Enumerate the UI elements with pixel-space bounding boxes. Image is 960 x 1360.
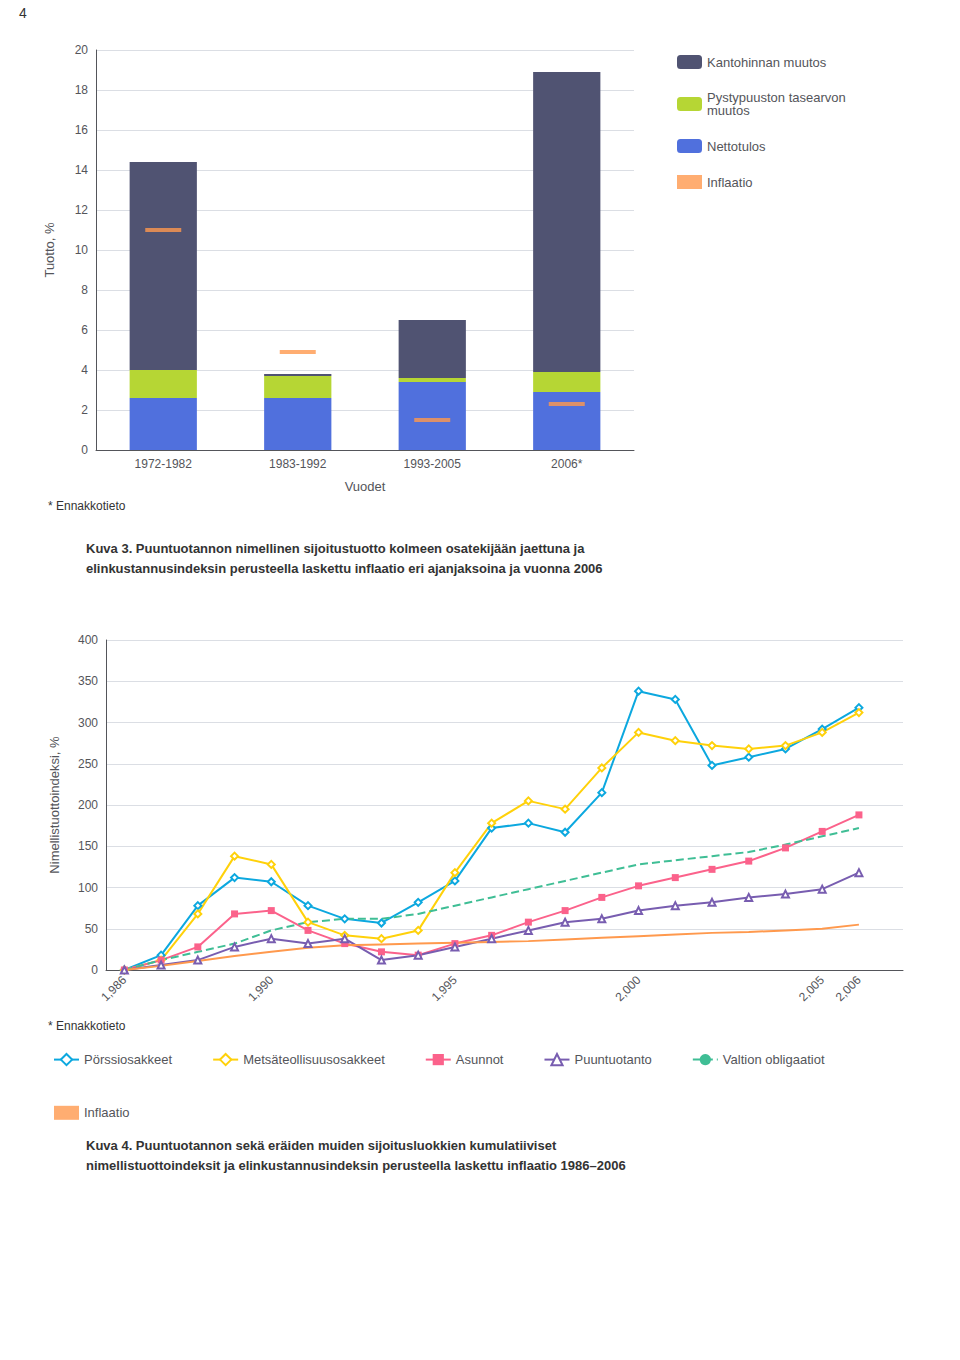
svg-text:Vuodet: Vuodet <box>345 479 386 494</box>
svg-text:Asunnot: Asunnot <box>456 1052 504 1067</box>
svg-text:16: 16 <box>75 123 89 137</box>
svg-text:0: 0 <box>81 443 88 457</box>
svg-text:150: 150 <box>78 839 98 853</box>
svg-text:Pörssiosakkeet: Pörssiosakkeet <box>84 1052 173 1067</box>
svg-text:1993-2005: 1993-2005 <box>404 457 462 471</box>
svg-text:elinkustannusindeksin perustee: elinkustannusindeksin perusteella lasket… <box>86 561 603 576</box>
svg-text:14: 14 <box>75 163 89 177</box>
svg-text:1983-1992: 1983-1992 <box>269 457 327 471</box>
svg-text:20: 20 <box>75 43 89 57</box>
svg-text:Kantohinnan muutos: Kantohinnan muutos <box>707 55 827 70</box>
svg-text:250: 250 <box>78 757 98 771</box>
svg-text:Kuva 3. Puuntuotannon nimellin: Kuva 3. Puuntuotannon nimellinen sijoitu… <box>86 541 585 556</box>
svg-text:nimellistuottoindeksit ja elin: nimellistuottoindeksit ja elinkustannusi… <box>86 1158 626 1173</box>
svg-text:* Ennakkotieto: * Ennakkotieto <box>48 499 126 513</box>
svg-text:2006*: 2006* <box>551 457 583 471</box>
svg-text:Valtion obligaatiot: Valtion obligaatiot <box>723 1052 825 1067</box>
svg-text:8: 8 <box>81 283 88 297</box>
svg-text:1,986: 1,986 <box>98 973 129 1004</box>
svg-text:50: 50 <box>85 922 99 936</box>
svg-text:Inflaatio: Inflaatio <box>707 175 753 190</box>
svg-text:18: 18 <box>75 83 89 97</box>
svg-text:Tuotto, %: Tuotto, % <box>42 222 57 278</box>
svg-text:Nettotulos: Nettotulos <box>707 139 766 154</box>
svg-text:2: 2 <box>81 403 88 417</box>
svg-text:1,990: 1,990 <box>245 973 276 1004</box>
svg-text:Metsäteollisuusosakkeet: Metsäteollisuusosakkeet <box>243 1052 385 1067</box>
svg-text:1,995: 1,995 <box>429 973 460 1004</box>
svg-text:4: 4 <box>19 5 27 21</box>
svg-text:350: 350 <box>78 674 98 688</box>
svg-text:Pystypuuston tasearvon: Pystypuuston tasearvon <box>707 90 846 105</box>
svg-text:1972-1982: 1972-1982 <box>135 457 193 471</box>
svg-text:12: 12 <box>75 203 89 217</box>
svg-text:300: 300 <box>78 716 98 730</box>
svg-text:2,000: 2,000 <box>612 973 643 1004</box>
svg-text:0: 0 <box>91 963 98 977</box>
svg-text:Inflaatio: Inflaatio <box>84 1105 130 1120</box>
svg-text:200: 200 <box>78 798 98 812</box>
svg-text:Nimellistuottoindeksi, %: Nimellistuottoindeksi, % <box>47 736 62 874</box>
svg-text:10: 10 <box>75 243 89 257</box>
svg-text:2,005: 2,005 <box>796 973 827 1004</box>
svg-text:Puuntuotanto: Puuntuotanto <box>574 1052 651 1067</box>
svg-text:2,006: 2,006 <box>833 973 864 1004</box>
svg-text:100: 100 <box>78 881 98 895</box>
svg-text:* Ennakkotieto: * Ennakkotieto <box>48 1019 126 1033</box>
svg-text:4: 4 <box>81 363 88 377</box>
svg-text:400: 400 <box>78 633 98 647</box>
svg-text:Kuva 4. Puuntuotannon sekä erä: Kuva 4. Puuntuotannon sekä eräiden muide… <box>86 1138 557 1153</box>
svg-text:6: 6 <box>81 323 88 337</box>
svg-text:muutos: muutos <box>707 103 750 118</box>
